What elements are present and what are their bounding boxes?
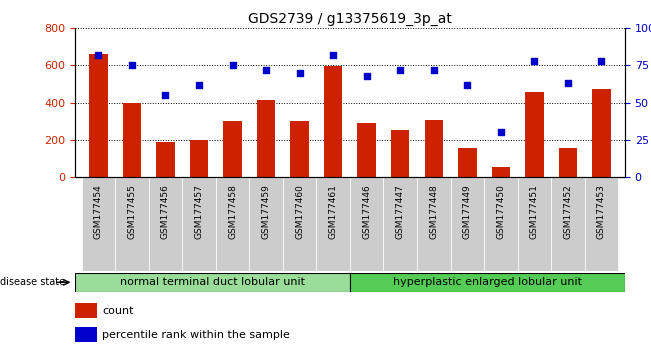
Bar: [215, 177, 249, 271]
Point: [562, 80, 573, 86]
Bar: [89, 55, 107, 177]
Bar: [122, 103, 141, 177]
Bar: [148, 177, 182, 271]
Text: GSM177459: GSM177459: [262, 184, 271, 239]
Point: [227, 63, 238, 68]
Point: [93, 52, 104, 58]
Bar: [525, 92, 544, 177]
Point: [294, 70, 305, 76]
Bar: [257, 100, 275, 177]
Bar: [350, 177, 383, 271]
Point: [160, 92, 171, 98]
Bar: [283, 177, 316, 271]
Text: GSM177455: GSM177455: [128, 184, 137, 239]
Bar: [424, 120, 443, 177]
Bar: [383, 177, 417, 271]
Point: [395, 67, 406, 73]
Text: normal terminal duct lobular unit: normal terminal duct lobular unit: [120, 277, 305, 287]
Text: GSM177453: GSM177453: [597, 184, 606, 239]
Bar: [115, 177, 148, 271]
Text: disease state: disease state: [0, 277, 65, 287]
Title: GDS2739 / g13375619_3p_at: GDS2739 / g13375619_3p_at: [248, 12, 452, 26]
Point: [495, 130, 506, 135]
Text: count: count: [102, 306, 134, 316]
Point: [462, 82, 473, 88]
Point: [529, 58, 540, 64]
Bar: [585, 177, 618, 271]
Bar: [492, 167, 510, 177]
Bar: [592, 89, 611, 177]
Text: percentile rank within the sample: percentile rank within the sample: [102, 330, 290, 339]
Text: GSM177460: GSM177460: [295, 184, 304, 239]
Bar: [290, 121, 309, 177]
Bar: [551, 177, 585, 271]
Point: [596, 58, 607, 64]
Point: [328, 52, 339, 58]
Bar: [324, 67, 342, 177]
Bar: [182, 177, 215, 271]
Bar: [316, 177, 350, 271]
Bar: [156, 142, 174, 177]
Bar: [75, 273, 350, 292]
Bar: [249, 177, 283, 271]
Point: [194, 82, 204, 88]
Text: GSM177451: GSM177451: [530, 184, 539, 239]
Text: GSM177446: GSM177446: [362, 184, 371, 239]
Bar: [391, 130, 409, 177]
Bar: [81, 177, 115, 271]
Point: [127, 63, 137, 68]
Bar: [350, 273, 625, 292]
Bar: [417, 177, 450, 271]
Text: hyperplastic enlarged lobular unit: hyperplastic enlarged lobular unit: [393, 277, 582, 287]
Point: [428, 67, 439, 73]
Bar: [189, 140, 208, 177]
Bar: [484, 177, 518, 271]
Bar: [458, 148, 477, 177]
Bar: [223, 121, 242, 177]
Text: GSM177449: GSM177449: [463, 184, 472, 239]
Text: GSM177448: GSM177448: [429, 184, 438, 239]
Point: [361, 73, 372, 79]
Text: GSM177454: GSM177454: [94, 184, 103, 239]
Bar: [450, 177, 484, 271]
Text: GSM177461: GSM177461: [329, 184, 338, 239]
Text: GSM177458: GSM177458: [228, 184, 237, 239]
Text: GSM177456: GSM177456: [161, 184, 170, 239]
Text: GSM177452: GSM177452: [563, 184, 572, 239]
Bar: [357, 123, 376, 177]
Point: [261, 67, 271, 73]
Bar: [75, 327, 97, 342]
Bar: [75, 303, 97, 318]
Text: GSM177457: GSM177457: [195, 184, 204, 239]
Text: GSM177447: GSM177447: [396, 184, 405, 239]
Text: GSM177450: GSM177450: [496, 184, 505, 239]
Bar: [518, 177, 551, 271]
Bar: [559, 148, 577, 177]
